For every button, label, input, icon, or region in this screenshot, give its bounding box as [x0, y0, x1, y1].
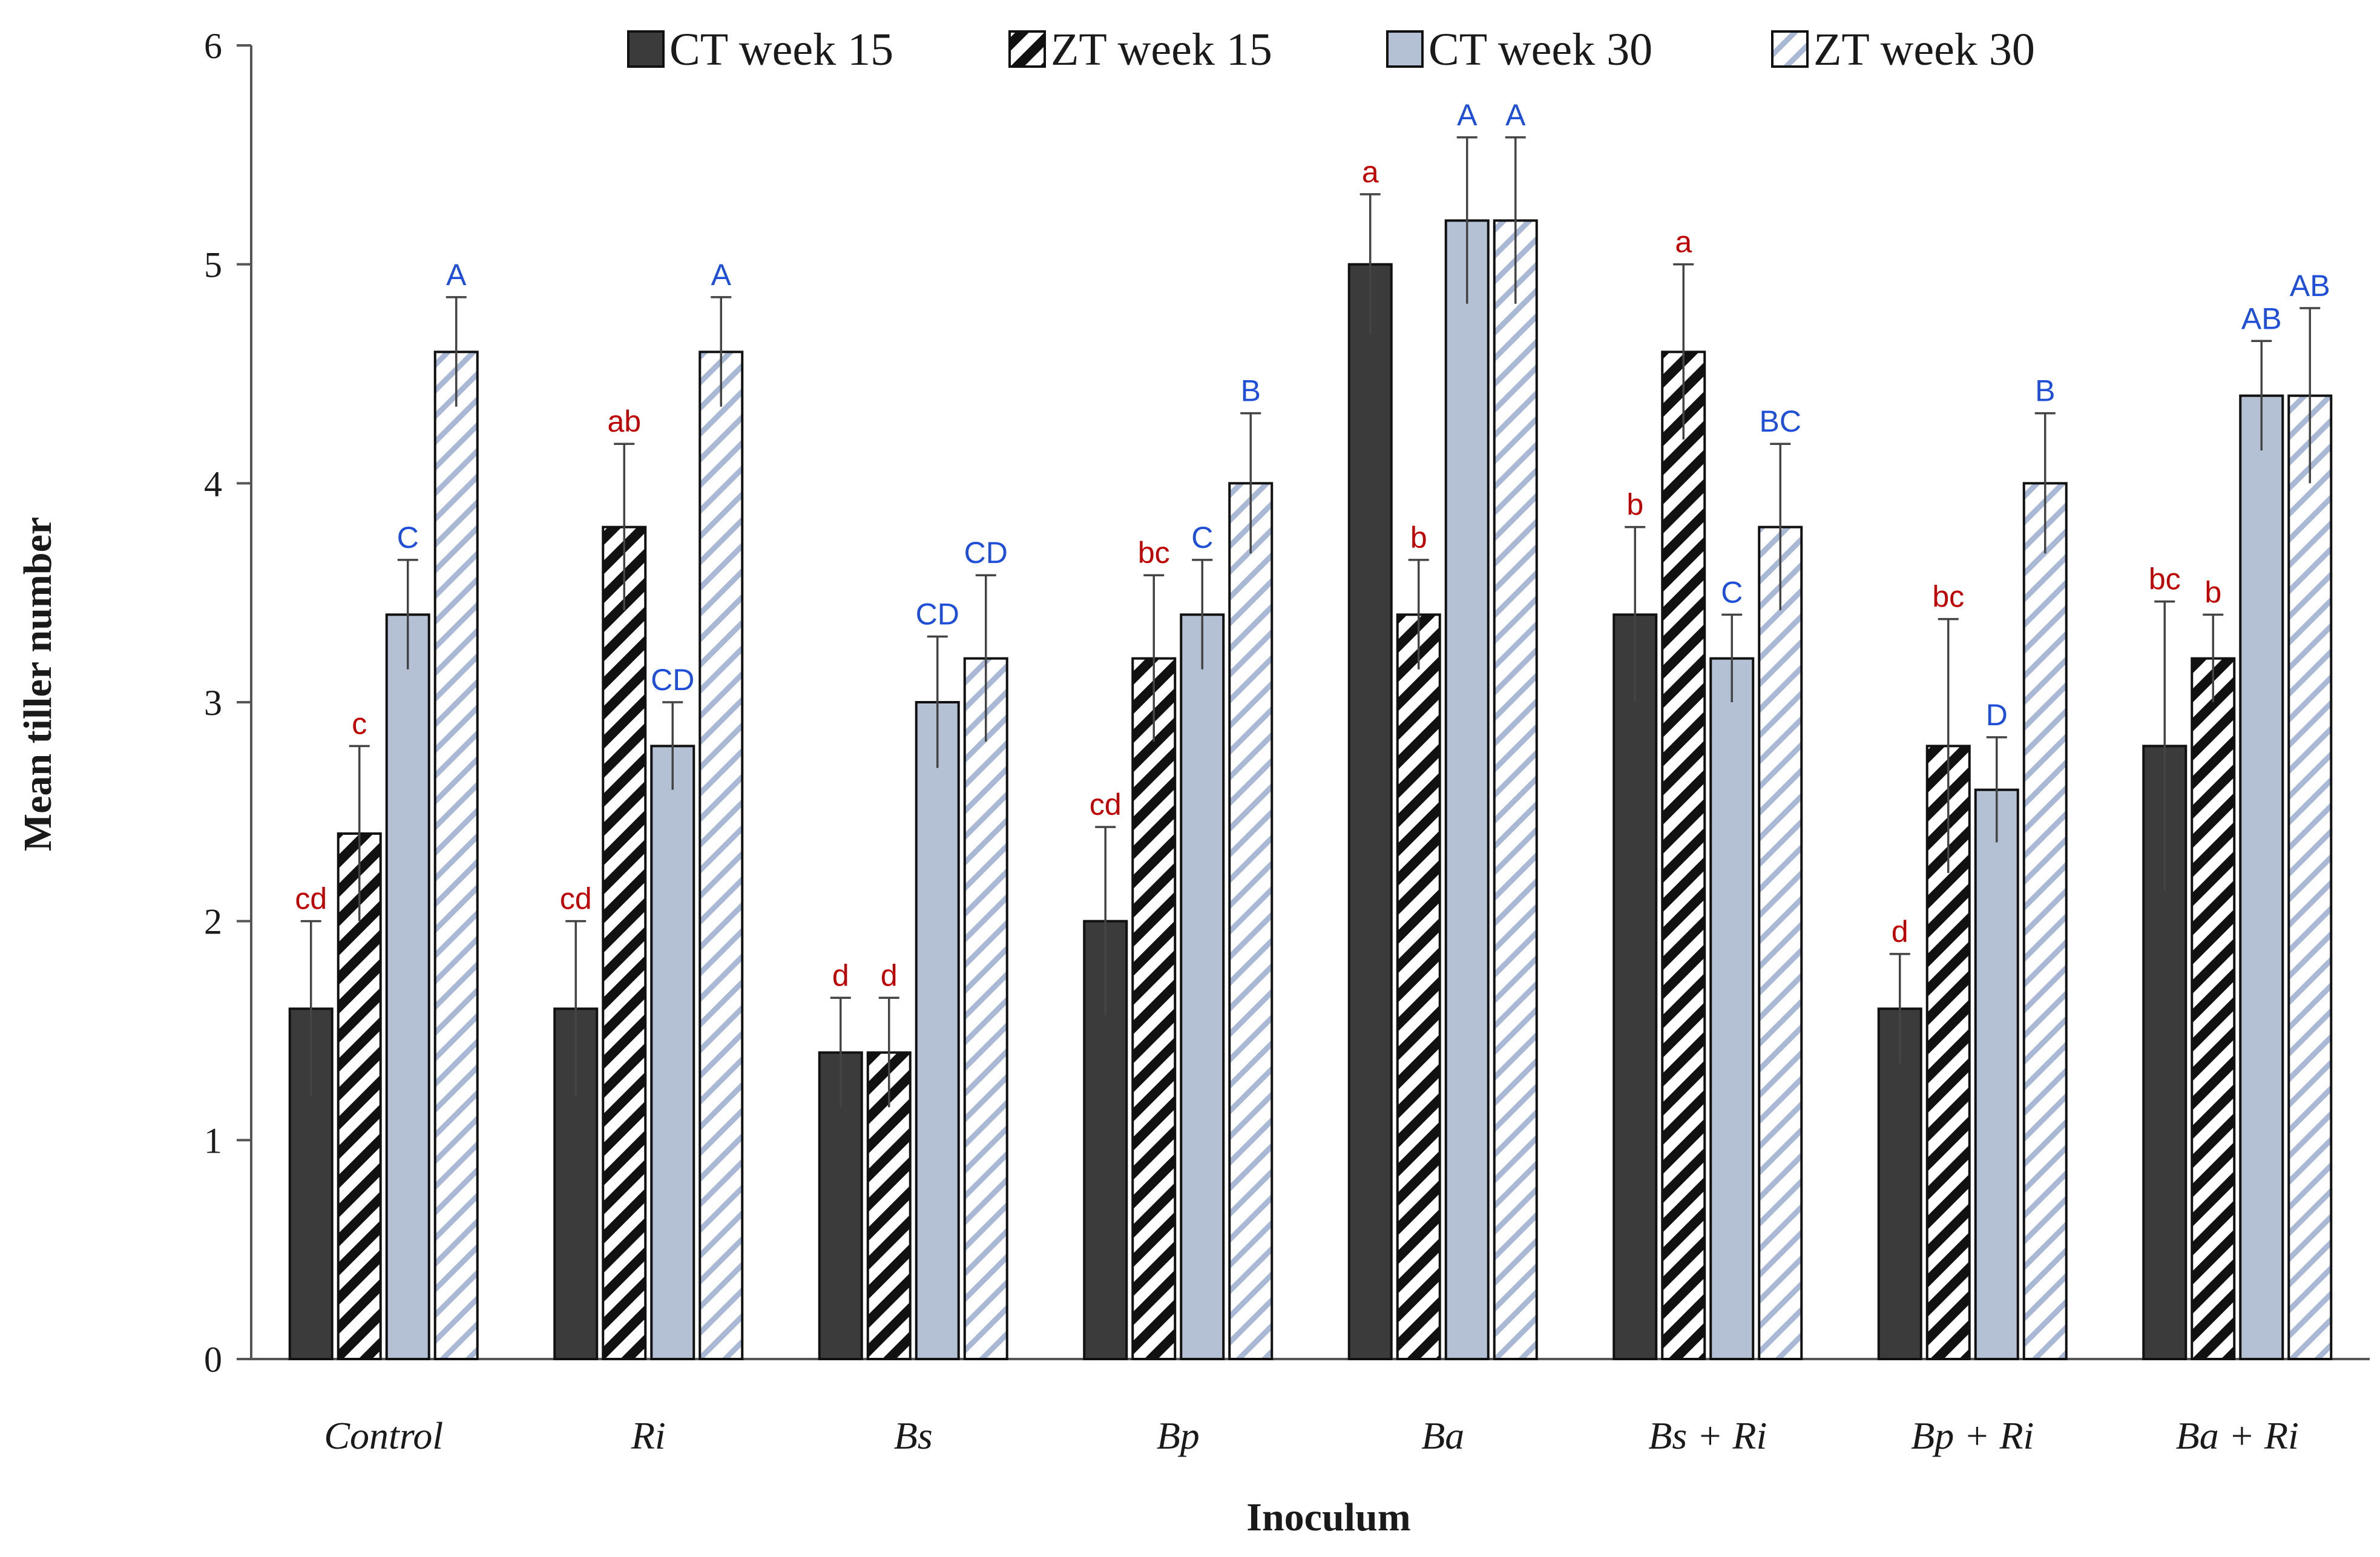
significance-letter: BC — [1760, 404, 1801, 438]
y-tick-label: 6 — [204, 26, 222, 66]
significance-letter: C — [397, 521, 419, 555]
bar — [699, 351, 744, 1360]
y-tick-label: 3 — [204, 683, 222, 723]
significance-letter: a — [1675, 225, 1692, 259]
bar — [1612, 613, 1658, 1360]
legend-swatch — [1771, 30, 1809, 68]
significance-letter: d — [881, 958, 898, 992]
legend-label: CT week 30 — [1428, 24, 1652, 75]
bar — [1661, 351, 1706, 1360]
bar — [963, 657, 1008, 1360]
y-axis-title: Mean tiller number — [16, 517, 60, 851]
significance-letter: A — [711, 258, 732, 292]
bar — [1131, 657, 1177, 1360]
significance-letter: d — [832, 958, 849, 992]
bar — [1396, 613, 1441, 1360]
significance-letter: b — [2204, 575, 2221, 609]
bar — [385, 613, 430, 1360]
significance-letter: A — [1505, 98, 1526, 132]
bar — [915, 701, 960, 1360]
significance-letter: C — [1721, 575, 1743, 609]
bar — [1228, 482, 1274, 1360]
significance-letter: c — [352, 706, 367, 740]
significance-letter: CD — [916, 597, 959, 631]
significance-letter: B — [2035, 374, 2055, 408]
x-category-label: Ri — [631, 1414, 666, 1457]
bar — [2239, 394, 2284, 1361]
significance-letter: b — [1410, 521, 1427, 555]
bar — [1974, 788, 2019, 1360]
legend-swatch — [1008, 30, 1046, 68]
x-category-label: Bs — [894, 1414, 933, 1457]
legend-label: CT week 15 — [669, 24, 893, 75]
y-axis: 0 1 2 3 4 5 6 — [204, 26, 252, 1380]
x-category-label: Bp — [1157, 1414, 1200, 1457]
bar — [650, 745, 695, 1361]
y-tick-label: 1 — [204, 1121, 222, 1160]
legend-swatch — [627, 30, 665, 68]
x-category-label: Ba + Ri — [2176, 1414, 2299, 1457]
significance-letter: CD — [964, 536, 1008, 570]
significance-letter: b — [1626, 488, 1643, 522]
significance-letter: A — [1457, 98, 1478, 132]
significance-letter: A — [446, 258, 467, 292]
bar — [602, 525, 647, 1361]
x-category-label: Bp + Ri — [1911, 1414, 2034, 1457]
y-tick-label: 0 — [204, 1340, 222, 1380]
x-category-label: Bs + Ri — [1648, 1414, 1767, 1457]
significance-letter: bc — [1932, 580, 1964, 614]
bar — [1709, 657, 1755, 1360]
y-tick-label: 5 — [204, 245, 222, 285]
y-tick-label: 4 — [204, 464, 222, 504]
significance-letter: ab — [607, 404, 641, 438]
bar — [1493, 219, 1538, 1360]
bar — [2287, 394, 2333, 1361]
x-category-label: Control — [324, 1414, 443, 1457]
significance-letter: B — [1241, 374, 1261, 408]
legend-label: ZT week 15 — [1051, 24, 1272, 75]
significance-letter: a — [1362, 155, 1379, 189]
significance-letter: cd — [560, 882, 592, 916]
bar — [2191, 657, 2236, 1360]
significance-letter: cd — [1090, 788, 1122, 821]
significance-letter: bc — [2149, 562, 2181, 596]
bar — [1180, 613, 1225, 1360]
significance-letter: D — [1986, 698, 2008, 732]
significance-letter: AB — [2241, 301, 2282, 335]
bar — [433, 351, 479, 1360]
significance-letter: AB — [2290, 269, 2330, 303]
bar — [1758, 525, 1803, 1361]
legend-swatch — [1386, 30, 1424, 68]
x-axis: Control Ri Bs Bp Ba Bs + Ri Bp + Ri Ba + Ri — [251, 1358, 2370, 1457]
significance-letter: C — [1191, 521, 1213, 555]
bar — [1347, 263, 1393, 1361]
bar — [2022, 482, 2068, 1360]
x-category-label: Ba — [1421, 1414, 1464, 1457]
y-tick-label: 2 — [204, 902, 222, 942]
bar — [1877, 1007, 1922, 1361]
significance-letter: cd — [295, 882, 327, 916]
significance-letter: d — [1892, 915, 1908, 949]
bar — [1444, 219, 1490, 1360]
legend: CT week 15 ZT week 15 CT week 30 ZT week 30 — [627, 24, 2035, 75]
significance-letter: CD — [651, 663, 694, 697]
legend-label: ZT week 30 — [1813, 24, 2035, 75]
significance-letter: bc — [1138, 536, 1170, 570]
x-axis-title: Inoculum — [1246, 1495, 1410, 1539]
